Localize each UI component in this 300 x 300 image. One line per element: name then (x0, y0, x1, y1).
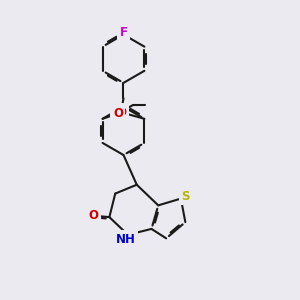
Text: NH: NH (116, 233, 136, 246)
Text: O: O (116, 106, 126, 119)
Text: O: O (88, 209, 98, 222)
Text: F: F (119, 26, 128, 39)
Text: S: S (181, 190, 190, 203)
Text: O: O (113, 107, 123, 120)
